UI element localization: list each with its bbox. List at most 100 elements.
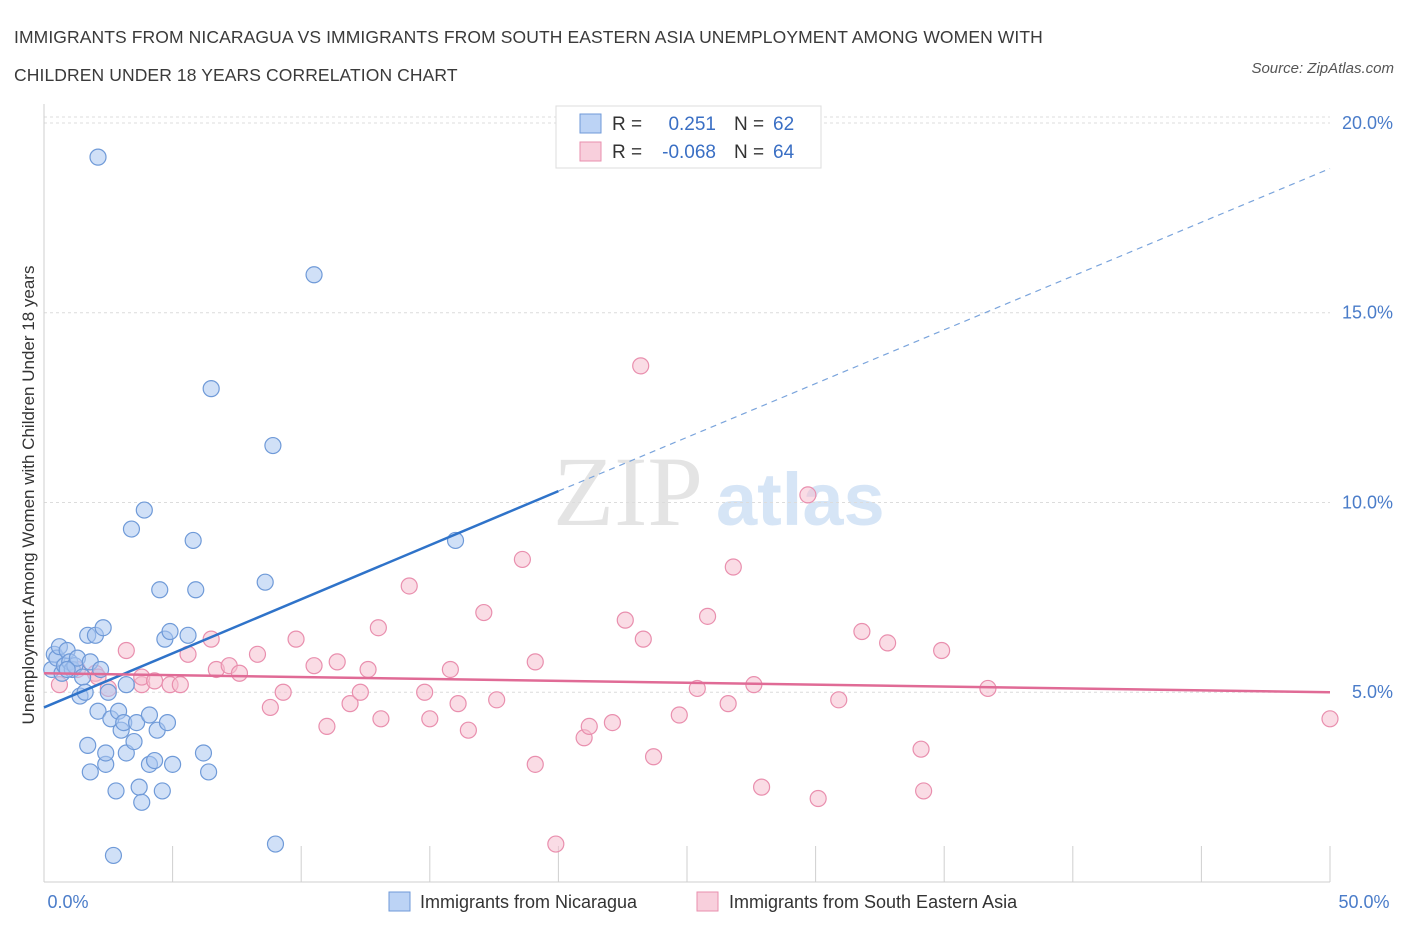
- point-nicaragua: [140, 706, 159, 724]
- y-tick-label: 15.0%: [1342, 303, 1393, 323]
- point-nicaragua: [145, 751, 164, 770]
- point-nicaragua: [125, 732, 143, 751]
- point-nicaragua: [81, 763, 99, 781]
- point-south-eastern-asia: [305, 657, 323, 675]
- point-south-eastern-asia: [853, 622, 871, 641]
- legend-n-label-2: N =: [734, 142, 764, 163]
- point-nicaragua: [200, 763, 218, 781]
- legend-r-label-2: R =: [612, 142, 642, 163]
- legend-n-value-2: 64: [773, 142, 795, 163]
- point-south-eastern-asia: [341, 695, 359, 713]
- point-nicaragua: [158, 714, 177, 732]
- point-south-eastern-asia: [688, 679, 706, 698]
- point-south-eastern-asia: [248, 645, 267, 663]
- point-nicaragua: [89, 702, 107, 720]
- point-south-eastern-asia: [318, 717, 336, 736]
- point-nicaragua: [305, 266, 323, 284]
- series-nicaragua: [43, 148, 465, 865]
- point-nicaragua: [133, 793, 151, 811]
- legend-swatch-nicaragua: [579, 113, 602, 134]
- point-nicaragua: [187, 581, 205, 599]
- trend-lines: [43, 167, 1331, 709]
- legend-n-label-1: N =: [734, 114, 764, 135]
- point-south-eastern-asia: [287, 630, 305, 648]
- point-south-eastern-asia: [809, 789, 827, 808]
- legend-r-value-1: 0.251: [668, 114, 716, 135]
- point-nicaragua: [79, 736, 97, 754]
- point-nicaragua: [104, 846, 123, 865]
- point-south-eastern-asia: [400, 577, 418, 595]
- bottom-legend-south-eastern-asia: Immigrants from South Eastern Asia: [729, 892, 1018, 912]
- point-south-eastern-asia: [799, 486, 817, 504]
- point-south-eastern-asia: [459, 721, 477, 739]
- point-nicaragua: [122, 520, 141, 538]
- point-nicaragua: [179, 626, 197, 644]
- correlation-legend: R = 0.251 N = 62 R = -0.068 N = 64: [555, 105, 822, 169]
- point-south-eastern-asia: [616, 611, 634, 629]
- x-tick-label-max: 50.0%: [1338, 892, 1389, 912]
- bottom-legend-swatch-nicaragua: [388, 891, 411, 912]
- point-south-eastern-asia: [117, 641, 135, 660]
- point-south-eastern-asia: [912, 740, 930, 758]
- point-nicaragua: [151, 581, 169, 599]
- point-south-eastern-asia: [580, 717, 598, 736]
- point-nicaragua: [161, 622, 179, 641]
- point-nicaragua: [184, 531, 202, 550]
- series-legend: Immigrants from Nicaragua Immigrants fro…: [388, 891, 1018, 912]
- trend-nicaragua-dashed: [558, 167, 1331, 492]
- point-south-eastern-asia: [372, 710, 390, 728]
- point-south-eastern-asia: [261, 698, 279, 717]
- point-south-eastern-asia: [830, 691, 848, 709]
- point-nicaragua: [194, 744, 213, 762]
- point-south-eastern-asia: [724, 558, 742, 576]
- bottom-legend-nicaragua: Immigrants from Nicaragua: [420, 892, 638, 912]
- point-nicaragua: [264, 436, 282, 455]
- y-axis-label: Unemployment Among Women with Children U…: [19, 266, 38, 725]
- point-south-eastern-asia: [526, 755, 544, 773]
- point-south-eastern-asia: [351, 683, 369, 701]
- point-south-eastern-asia: [274, 683, 292, 701]
- point-south-eastern-asia: [632, 357, 650, 375]
- legend-n-value-1: 62: [773, 114, 794, 135]
- point-south-eastern-asia: [719, 695, 737, 713]
- point-south-eastern-asia: [488, 691, 506, 709]
- point-south-eastern-asia: [1321, 710, 1339, 728]
- point-south-eastern-asia: [670, 706, 688, 724]
- trend-nicaragua-solid: [43, 489, 559, 709]
- point-nicaragua: [107, 782, 125, 800]
- source-label: Source: ZipAtlas.com: [1251, 60, 1394, 77]
- y-tick-label: 5.0%: [1352, 682, 1393, 702]
- gridlines: [44, 116, 1330, 693]
- point-south-eastern-asia: [328, 653, 346, 671]
- chart-title: IMMIGRANTS FROM NICARAGUA VS IMMIGRANTS …: [14, 27, 1043, 85]
- watermark-atlas: atlas: [716, 458, 885, 541]
- point-south-eastern-asia: [513, 550, 531, 569]
- point-nicaragua: [153, 782, 171, 800]
- legend-swatch-south-eastern-asia: [579, 141, 602, 162]
- trend-south-eastern-asia: [43, 672, 1331, 694]
- point-south-eastern-asia: [526, 653, 544, 671]
- point-south-eastern-asia: [644, 748, 663, 766]
- point-nicaragua: [89, 148, 107, 166]
- point-nicaragua: [117, 676, 135, 694]
- bottom-legend-swatch-south-eastern-asia: [696, 891, 719, 912]
- point-south-eastern-asia: [698, 607, 717, 625]
- point-south-eastern-asia: [359, 660, 377, 679]
- point-nicaragua: [97, 744, 115, 762]
- point-nicaragua: [127, 714, 146, 732]
- watermark-zip: ZIP: [553, 436, 703, 547]
- point-nicaragua: [164, 755, 182, 773]
- point-south-eastern-asia: [634, 630, 652, 648]
- point-south-eastern-asia: [441, 660, 459, 679]
- point-south-eastern-asia: [230, 664, 249, 682]
- point-nicaragua: [135, 501, 153, 519]
- point-nicaragua: [130, 778, 148, 796]
- point-nicaragua: [256, 573, 274, 591]
- point-nicaragua: [73, 668, 92, 686]
- point-south-eastern-asia: [603, 714, 622, 732]
- point-south-eastern-asia: [879, 634, 897, 652]
- series-south-eastern-asia: [50, 357, 1339, 853]
- point-south-eastern-asia: [171, 676, 189, 694]
- point-south-eastern-asia: [421, 710, 439, 728]
